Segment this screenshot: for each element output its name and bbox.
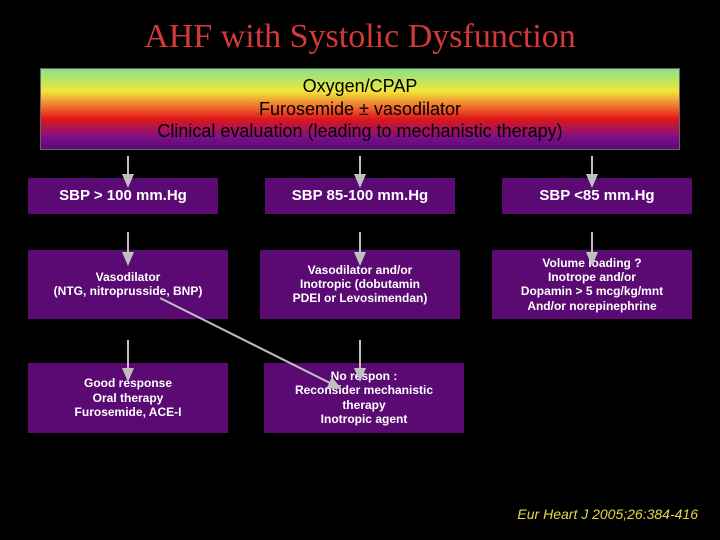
- sbp-lt85-header: SBP <85 mm.Hg: [502, 178, 692, 214]
- top-line2: Furosemide ± vasodilator: [49, 98, 671, 121]
- sbp-85-100-header: SBP 85-100 mm.Hg: [265, 178, 455, 214]
- vasodilator-box: Vasodilator(NTG, nitroprusside, BNP): [28, 250, 228, 320]
- top-line3: Clinical evaluation (leading to mechanis…: [49, 120, 671, 143]
- no-response-box: No respon :Reconsider mechanistictherapy…: [264, 363, 464, 433]
- therapy-row: Vasodilator(NTG, nitroprusside, BNP) Vas…: [0, 250, 720, 320]
- header-row: SBP > 100 mm.Hg SBP 85-100 mm.Hg SBP <85…: [0, 178, 720, 214]
- outcome-row: Good responseOral therapyFurosemide, ACE…: [0, 363, 720, 433]
- top-line1: Oxygen/CPAP: [49, 75, 671, 98]
- initial-therapy-box: Oxygen/CPAP Furosemide ± vasodilator Cli…: [40, 68, 680, 150]
- volume-loading-box: Volume loading ?Inotrope and/orDopamin >…: [492, 250, 692, 320]
- citation: Eur Heart J 2005;26:384-416: [517, 506, 698, 522]
- page-title: AHF with Systolic Dysfunction: [0, 0, 720, 56]
- good-response-box: Good responseOral therapyFurosemide, ACE…: [28, 363, 228, 433]
- vasodilator-inotropic-box: Vasodilator and/orInotropic (dobutaminPD…: [260, 250, 460, 320]
- sbp-gt100-header: SBP > 100 mm.Hg: [28, 178, 218, 214]
